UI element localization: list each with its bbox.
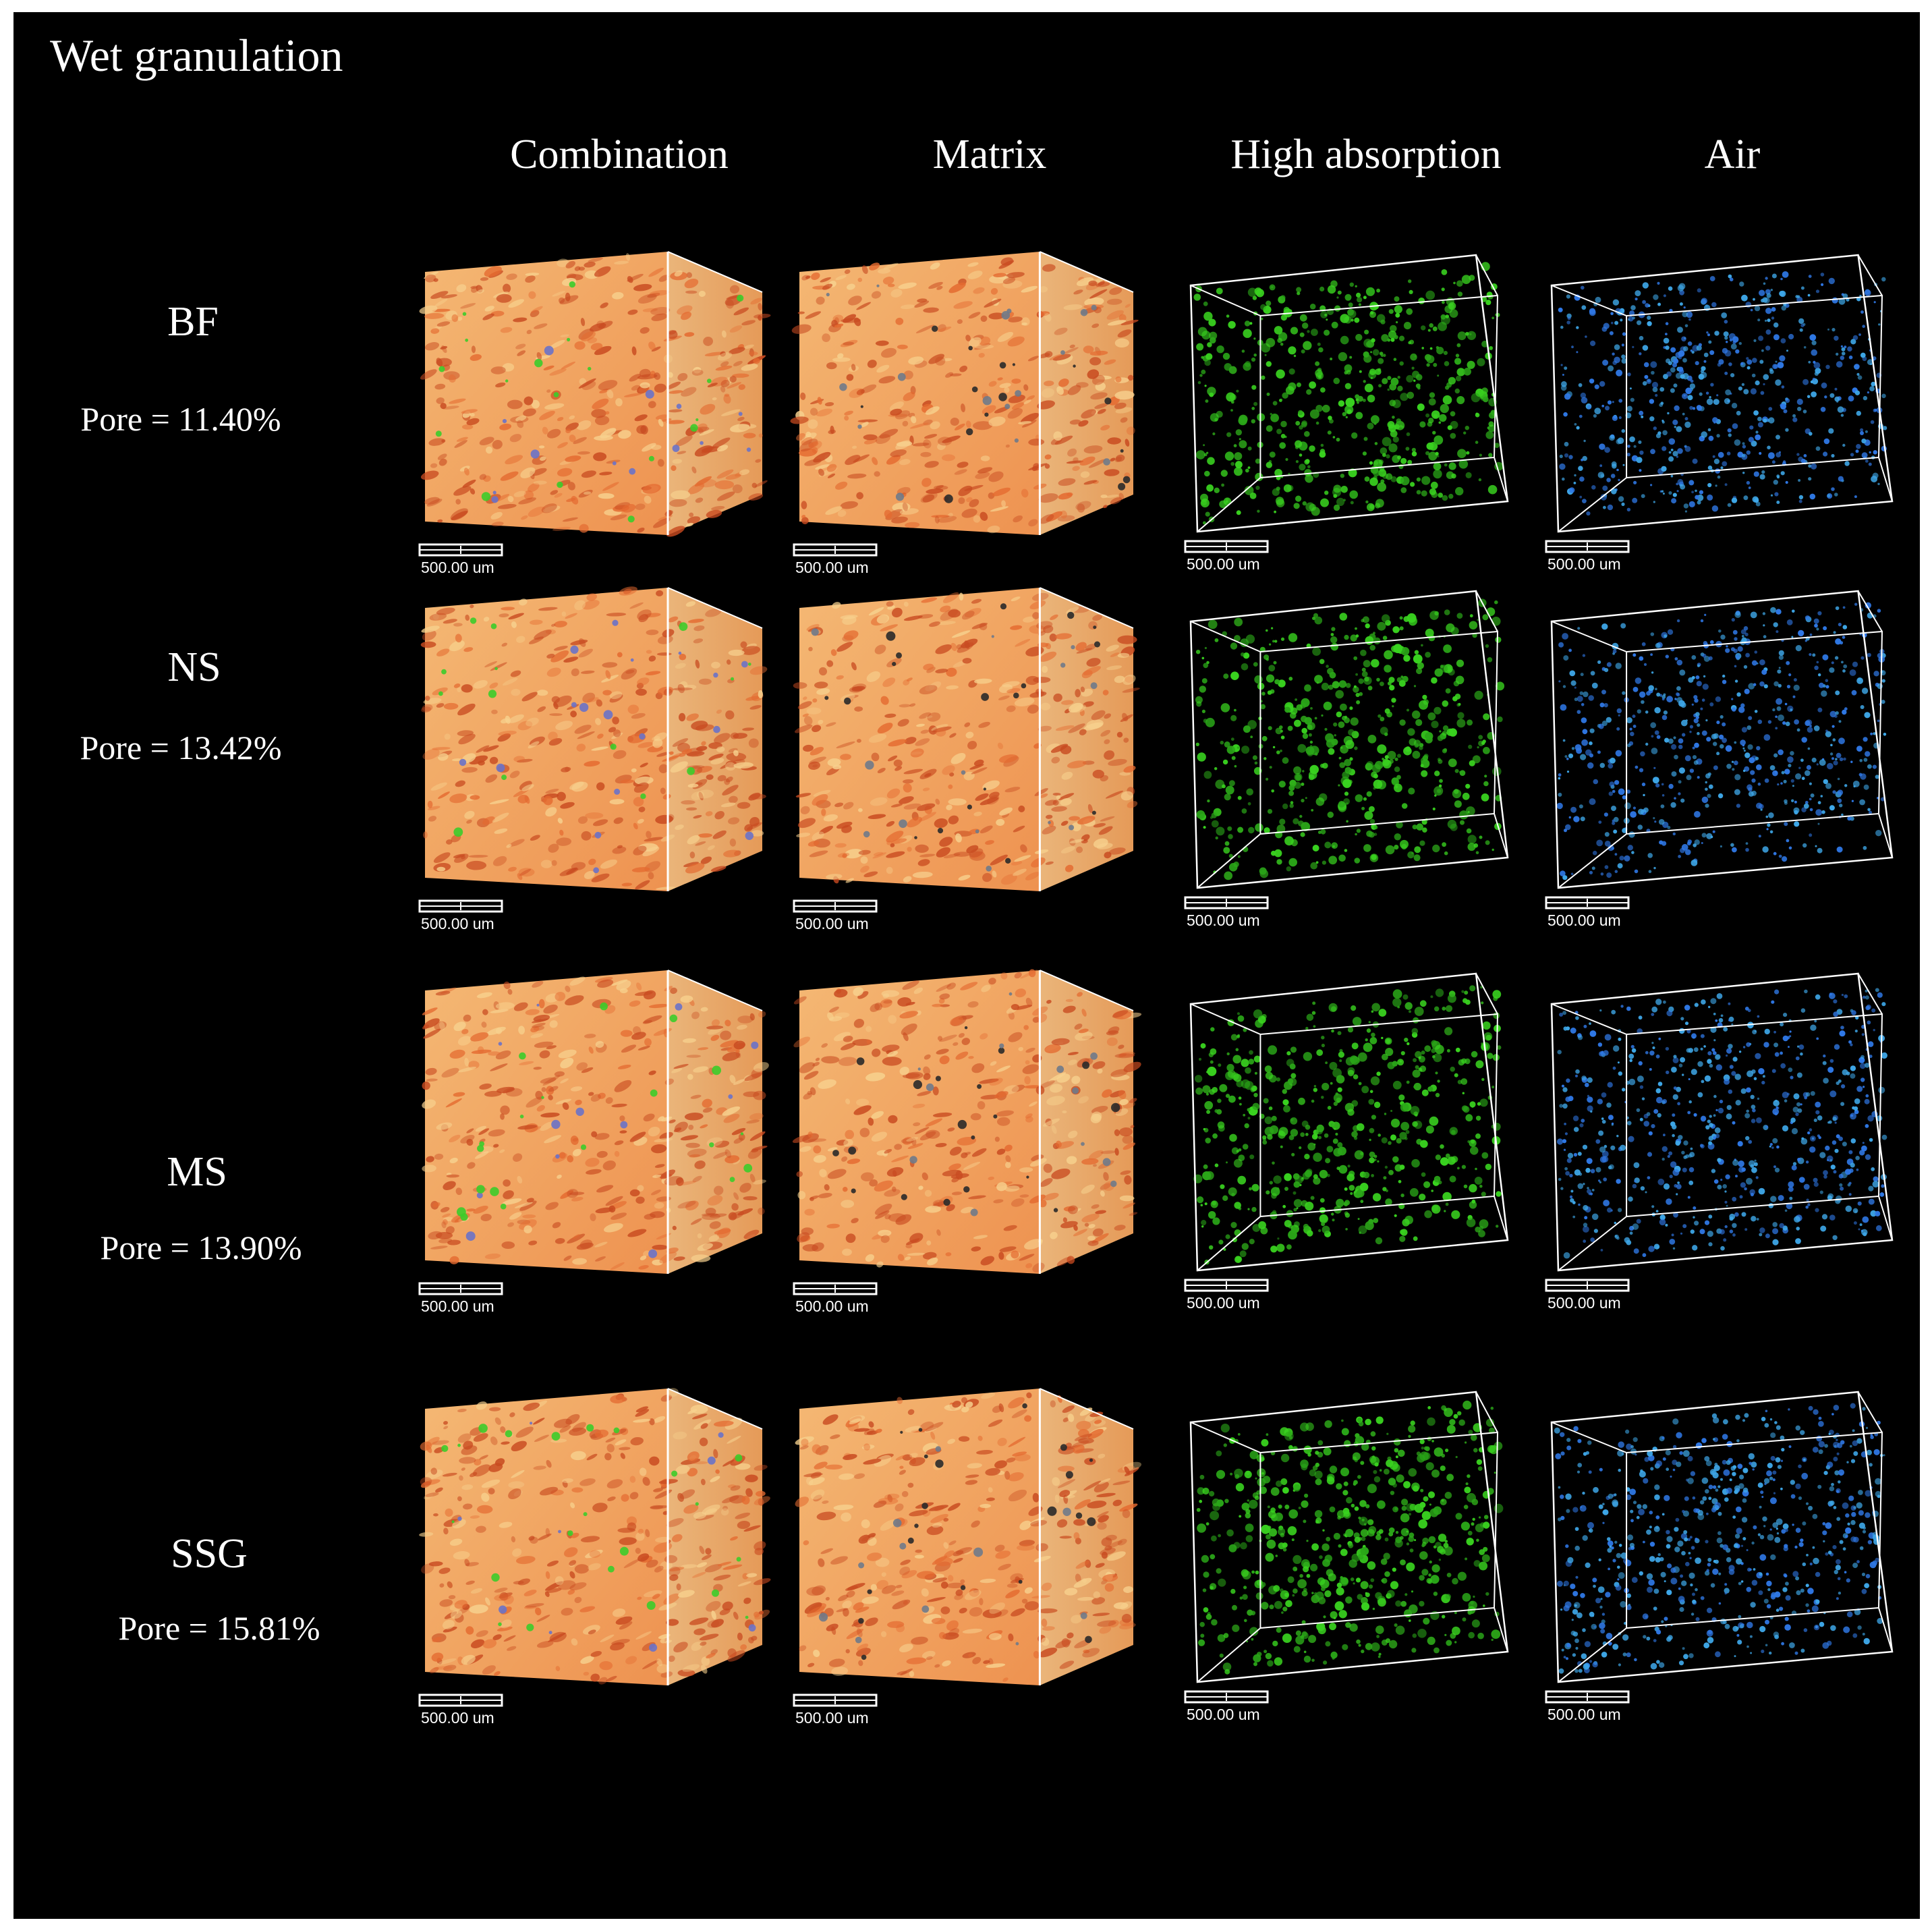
cube-texture xyxy=(420,586,768,890)
column-header-combination: Combination xyxy=(510,132,729,177)
scale-bar: 500.00 um xyxy=(1545,1690,1630,1723)
air-pore-cloud xyxy=(1558,271,1887,516)
scale-bar: 500.00 um xyxy=(793,899,878,932)
scale-bar-label: 500.00 um xyxy=(1187,555,1260,573)
scale-bar: 500.00 um xyxy=(1184,1690,1269,1723)
scale-bar-label: 500.00 um xyxy=(1547,555,1621,573)
cube-ms-high-absorption: 500.00 um xyxy=(1184,972,1509,1312)
scale-bar-label: 500.00 um xyxy=(795,915,869,932)
cube-side-face xyxy=(1040,588,1133,891)
scale-bar-label: 500.00 um xyxy=(1547,1706,1621,1723)
scale-bar-label: 500.00 um xyxy=(421,1297,494,1315)
scale-bar: 500.00 um xyxy=(793,543,878,576)
cube-bf-combination: 500.00 um xyxy=(418,251,771,576)
pore-label-ssg: Pore = 15.81% xyxy=(118,1609,320,1647)
air-pore-cloud xyxy=(1556,988,1887,1259)
cube-side-face xyxy=(1040,970,1133,1274)
scale-bar: 500.00 um xyxy=(418,1282,503,1315)
scale-bar: 500.00 um xyxy=(418,899,503,932)
scale-bar: 500.00 um xyxy=(1184,896,1269,929)
high-absorption-cloud xyxy=(1196,1400,1504,1675)
cube-front-face xyxy=(425,970,668,1274)
high-absorption-cloud xyxy=(1193,262,1504,525)
scale-bar: 500.00 um xyxy=(1545,540,1630,573)
row-label-ssg: SSG xyxy=(171,1531,248,1577)
column-header-high-absorption: High absorption xyxy=(1230,132,1502,177)
pore-label-ns: Pore = 13.42% xyxy=(80,729,282,766)
cube-side-face xyxy=(668,252,762,535)
cube-ssg-combination: 500.00 um xyxy=(418,1388,771,1727)
wireframe-box xyxy=(1550,590,1894,889)
scale-bar-label: 500.00 um xyxy=(421,1709,494,1727)
wireframe-box xyxy=(1189,590,1509,889)
cube-ssg-air: 500.00 um xyxy=(1545,1391,1894,1723)
wireframe-box xyxy=(1550,1391,1894,1683)
scale-bar-label: 500.00 um xyxy=(421,559,494,576)
cube-texture xyxy=(419,253,771,537)
row-label-ns: NS xyxy=(167,644,221,690)
wireframe-box xyxy=(1189,254,1509,533)
wireframe-box xyxy=(1189,972,1509,1272)
scale-bar-label: 500.00 um xyxy=(421,915,494,932)
cube-texture xyxy=(790,257,1139,534)
cube-texture xyxy=(792,969,1142,1272)
scale-bar: 500.00 um xyxy=(793,1282,878,1315)
cube-bf-high-absorption: 500.00 um xyxy=(1184,254,1509,573)
cube-texture xyxy=(795,1392,1142,1682)
scale-bar-label: 500.00 um xyxy=(795,1709,869,1727)
row-label-ms: MS xyxy=(167,1149,227,1195)
scale-bar-label: 500.00 um xyxy=(1187,912,1260,929)
cube-texture xyxy=(419,1388,771,1685)
scale-bar: 500.00 um xyxy=(1184,1279,1269,1312)
cube-ms-combination: 500.00 um xyxy=(418,970,769,1315)
scale-bar: 500.00 um xyxy=(418,543,503,576)
scale-bar: 500.00 um xyxy=(1184,540,1269,573)
column-header-air: Air xyxy=(1704,132,1761,177)
cube-texture xyxy=(793,592,1140,885)
wireframe-box xyxy=(1189,1391,1509,1683)
cube-ns-high-absorption: 500.00 um xyxy=(1184,590,1509,929)
figure-panel: Wet granulation Combination Matrix High … xyxy=(13,12,1920,1919)
cube-ssg-matrix: 500.00 um xyxy=(793,1388,1142,1727)
figure-title: Wet granulation xyxy=(50,30,343,81)
cube-ms-matrix: 500.00 um xyxy=(792,969,1142,1315)
scale-bar-label: 500.00 um xyxy=(795,559,869,576)
cube-ns-air: 500.00 um xyxy=(1545,590,1894,929)
wireframe-box xyxy=(1550,254,1894,533)
scale-bar: 500.00 um xyxy=(1545,1279,1630,1312)
row-label-bf: BF xyxy=(167,299,219,345)
scale-bar-label: 500.00 um xyxy=(795,1297,869,1315)
scale-bar: 500.00 um xyxy=(418,1694,503,1727)
air-pore-cloud xyxy=(1554,1403,1885,1674)
cube-bf-air: 500.00 um xyxy=(1545,254,1894,573)
scale-bar-label: 500.00 um xyxy=(1187,1706,1260,1723)
scale-bar: 500.00 um xyxy=(793,1694,878,1727)
cube-ssg-high-absorption: 500.00 um xyxy=(1184,1391,1509,1723)
pore-label-bf: Pore = 11.40% xyxy=(80,400,281,438)
cube-front-face xyxy=(799,588,1040,891)
cube-ms-air: 500.00 um xyxy=(1545,972,1894,1312)
scale-bar: 500.00 um xyxy=(1545,896,1630,929)
cube-ns-matrix: 500.00 um xyxy=(793,587,1140,932)
cube-ns-combination: 500.00 um xyxy=(418,586,768,932)
scale-bar-label: 500.00 um xyxy=(1547,912,1621,929)
wireframe-box xyxy=(1550,972,1894,1272)
high-absorption-cloud xyxy=(1193,985,1502,1265)
column-header-matrix: Matrix xyxy=(932,132,1047,177)
scale-bar-label: 500.00 um xyxy=(1187,1294,1260,1312)
cube-texture xyxy=(422,976,769,1270)
cube-side-face xyxy=(1040,1389,1133,1685)
high-absorption-cloud xyxy=(1195,598,1505,880)
cube-bf-matrix: 500.00 um xyxy=(790,251,1139,576)
scale-bar-label: 500.00 um xyxy=(1547,1294,1621,1312)
cube-side-face xyxy=(1040,252,1133,535)
pore-label-ms: Pore = 13.90% xyxy=(100,1229,302,1266)
tomography-cube-grid: 500.00 um 500.00 um 500.00 um 500.00 um 500.… xyxy=(418,251,1894,1727)
